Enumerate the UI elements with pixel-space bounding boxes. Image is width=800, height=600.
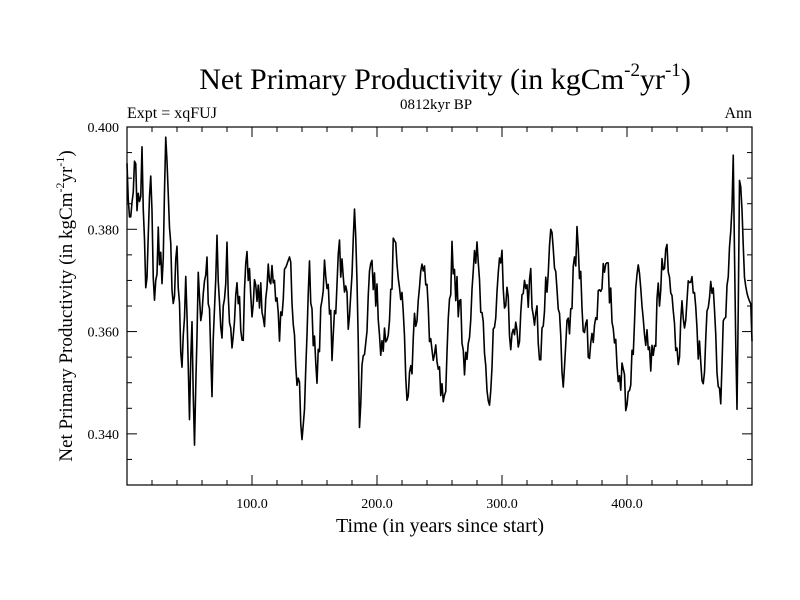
y-tick-label: 0.380 (88, 223, 120, 238)
y-axis-label-end: ) (56, 150, 77, 156)
x-tick-label: 400.0 (611, 497, 643, 512)
x-tick-label: 300.0 (486, 497, 518, 512)
chart-title: Net Primary Productivity (in kgCm-2yr-1) (199, 60, 691, 96)
chart-title-end: ) (681, 63, 691, 96)
x-axis-label: Time (in years since start) (336, 515, 544, 537)
y-axis-label-sup1: -2 (53, 183, 67, 193)
y-tick-label: 0.360 (88, 326, 120, 341)
y-axis-ticks: 0.340 0.360 0.380 0.400 (88, 121, 752, 460)
y-axis-label-sup2: -1 (53, 157, 67, 167)
y-tick-label: 0.340 (88, 428, 120, 443)
plot-frame (126, 126, 753, 486)
chart-title-sup2: -1 (665, 60, 681, 81)
x-tick-label: 200.0 (361, 497, 393, 512)
chart-title-sup1: -2 (624, 60, 640, 81)
period-label: Ann (724, 105, 752, 122)
experiment-label: Expt = xqFUJ (127, 105, 217, 122)
y-axis-label-main: Net Primary Productivity (in kgCm (56, 192, 77, 461)
x-tick-label: 100.0 (236, 497, 268, 512)
npp-series-line (126, 136, 753, 446)
y-tick-label: 0.400 (88, 121, 120, 136)
x-axis-ticks: 100.0 200.0 300.0 400.0 (151, 127, 728, 512)
chart-title-main: Net Primary Productivity (in kgCm (199, 63, 624, 96)
chart-title-mid: yr (640, 63, 665, 96)
chart-subtitle: 0812kyr BP (400, 97, 472, 113)
y-axis-label: Net Primary Productivity (in kgCm-2yr-1) (53, 150, 77, 461)
y-axis-label-mid: yr (56, 166, 77, 183)
